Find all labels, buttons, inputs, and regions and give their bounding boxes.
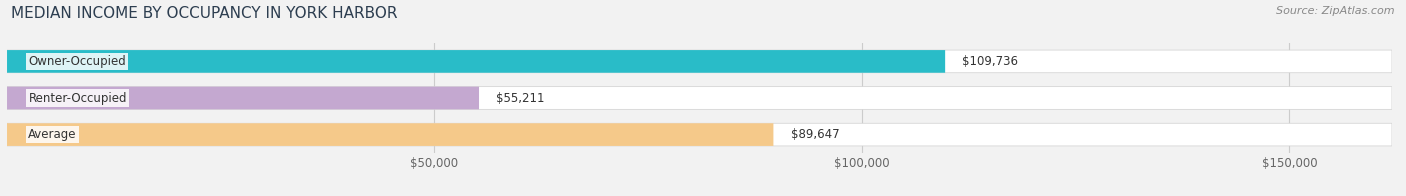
FancyBboxPatch shape: [7, 123, 1392, 146]
Text: $55,211: $55,211: [496, 92, 544, 104]
FancyBboxPatch shape: [7, 123, 773, 146]
Text: Source: ZipAtlas.com: Source: ZipAtlas.com: [1277, 6, 1395, 16]
Text: Average: Average: [28, 128, 77, 141]
FancyBboxPatch shape: [7, 87, 1392, 109]
Text: $89,647: $89,647: [790, 128, 839, 141]
Text: Owner-Occupied: Owner-Occupied: [28, 55, 127, 68]
Text: $109,736: $109,736: [962, 55, 1018, 68]
FancyBboxPatch shape: [7, 50, 945, 73]
FancyBboxPatch shape: [7, 50, 1392, 73]
Text: MEDIAN INCOME BY OCCUPANCY IN YORK HARBOR: MEDIAN INCOME BY OCCUPANCY IN YORK HARBO…: [11, 6, 398, 21]
Text: Renter-Occupied: Renter-Occupied: [28, 92, 127, 104]
FancyBboxPatch shape: [7, 87, 479, 109]
